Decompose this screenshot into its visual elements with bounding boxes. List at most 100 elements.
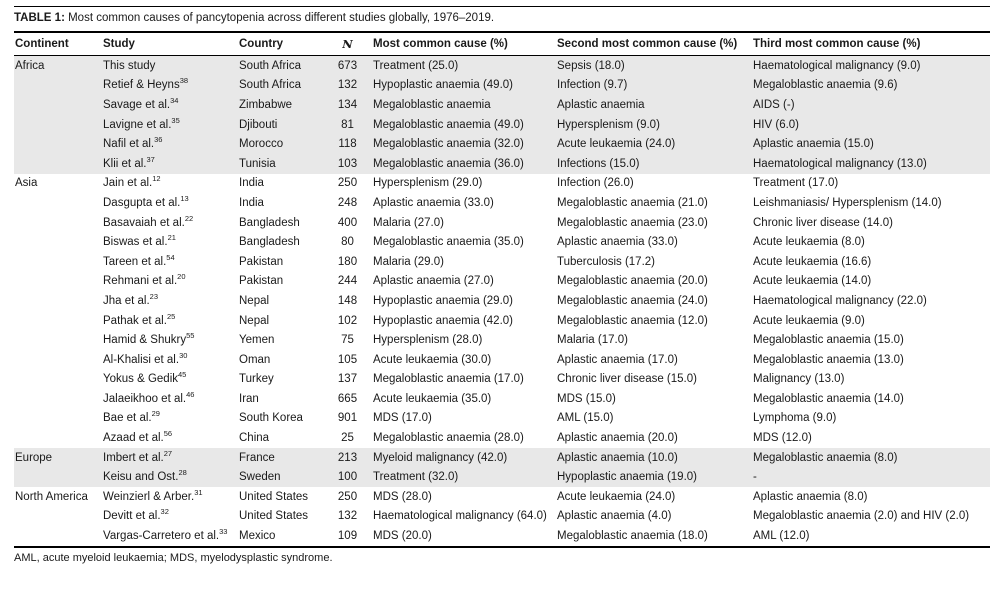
country-cell: Tunisia [239,157,276,170]
third-most-common-cause-cell: Megaloblastic anaemia (14.0) [753,392,904,405]
second-most-common-cause-cell: Aplastic anaemia (4.0) [557,510,672,523]
third-most-common-cause-cell: AIDS (-) [753,98,795,111]
most-common-cause-cell: Malaria (29.0) [373,255,444,268]
study-cell: Azaad et al.56 [103,429,173,445]
country-cell: Oman [239,353,271,366]
country-cell: Zimbabwe [239,98,293,111]
reference-superscript: 46 [186,390,195,400]
n-cell: 400 [337,216,358,229]
reference-superscript: 20 [177,272,186,282]
table-title-label: TABLE 1: [14,12,65,24]
second-most-common-cause-cell: Aplastic anaemia (17.0) [557,353,678,366]
table-row: Devitt et al.32 United States 132 Haematolo… [14,507,990,527]
third-most-common-cause-cell: Haematological malignancy (22.0) [753,294,927,307]
most-common-cause-cell: Hypoplastic anaemia (42.0) [373,314,513,327]
third-most-common-cause-cell: Megaloblastic anaemia (9.6) [753,79,898,92]
third-most-common-cause-cell: Lymphoma (9.0) [753,412,837,425]
column-header-most-common-cause: Most common cause (%) [372,32,556,56]
study-cell: Biswas et al.21 [103,233,176,249]
study-cell: Pathak et al.25 [103,311,176,327]
n-cell: 244 [337,275,358,288]
table-row: Retief & Heyns38 South Africa 132 Hypoplast… [14,75,990,96]
n-cell: 100 [337,471,358,484]
second-most-common-cause-cell: Sepsis (18.0) [557,59,625,72]
second-most-common-cause-cell: Tuberculosis (17.2) [557,255,656,268]
country-cell: Nepal [239,294,270,307]
table-row: Asia Jain et al.12 India 250 Hypersplenism (… [14,174,990,194]
n-cell: 213 [337,451,358,464]
column-header-n: N [332,32,372,56]
table-title: TABLE 1: Most common causes of pancytope… [14,6,990,31]
continent-cell: Asia [15,177,38,190]
most-common-cause-cell: Myeloid malignancy (42.0) [373,451,508,464]
continent-cell [14,252,102,272]
n-cell: 134 [337,98,358,111]
continent-cell: Africa [15,59,45,72]
table-body: Africa This study South Africa 673 Treatment… [14,55,990,547]
table-row: Pathak et al.25 Nepal 102 Hypoplastic anaem… [14,311,990,331]
study-cell: Devitt et al.32 [103,507,169,523]
continent-cell [14,115,102,135]
n-cell: 901 [337,412,358,425]
column-header-study: Study [102,32,238,56]
study-cell: This study [103,59,156,72]
reference-superscript: 54 [166,252,175,262]
second-most-common-cause-cell: AML (15.0) [557,412,614,425]
most-common-cause-cell: Hypoplastic anaemia (49.0) [373,79,513,92]
table-row: Dasgupta et al.13 India 248 Aplastic anaemi… [14,193,990,213]
most-common-cause-cell: Treatment (32.0) [373,471,459,484]
n-cell: 81 [341,118,354,131]
most-common-cause-cell: Megaloblastic anaemia (36.0) [373,157,524,170]
reference-superscript: 45 [178,370,187,380]
most-common-cause-cell: Hypersplenism (29.0) [373,177,483,190]
most-common-cause-cell: Megaloblastic anaemia (28.0) [373,432,524,445]
second-most-common-cause-cell: Infection (26.0) [557,177,634,190]
second-most-common-cause-cell: Megaloblastic anaemia (20.0) [557,275,708,288]
reference-superscript: 38 [179,76,189,86]
table-row: Jha et al.23 Nepal 148 Hypoplastic anaemia … [14,291,990,311]
n-cell: 180 [337,255,358,268]
most-common-cause-cell: Megaloblastic anaemia (49.0) [373,118,524,131]
reference-superscript: 32 [160,507,169,517]
continent-cell [14,428,102,448]
study-cell: Dasgupta et al.13 [103,194,189,209]
second-most-common-cause-cell: Hypoplastic anaemia (19.0) [557,471,697,484]
reference-superscript: 36 [154,135,163,145]
continent-cell [14,291,102,311]
second-most-common-cause-cell: Megaloblastic anaemia (18.0) [557,530,708,543]
n-cell: 137 [337,373,358,386]
n-cell: 105 [337,353,358,366]
table-row: Jalaeikhoo et al.46 Iran 665 Acute leukaemi… [14,389,990,409]
most-common-cause-cell: Megaloblastic anaemia [373,98,491,111]
column-header-second-most-common-cause: Second most common cause (%) [556,32,752,56]
study-cell: Klii et al.37 [103,154,155,170]
third-most-common-cause-cell: Chronic liver disease (14.0) [753,216,893,229]
table-header: Continent Study Country N Most common cause … [14,32,990,56]
table-row: Tareen et al.54 Pakistan 180 Malaria (29.0)… [14,252,990,272]
table-row: Lavigne et al.35 Djibouti 81 Megaloblastic … [14,114,990,135]
continent-cell [14,526,102,547]
study-cell: Keisu and Ost.28 [103,468,187,484]
third-most-common-cause-cell: Haematological malignancy (9.0) [753,59,921,72]
continent-cell [14,76,102,96]
third-most-common-cause-cell: Malignancy (13.0) [753,373,845,386]
continent-cell [14,507,102,527]
second-most-common-cause-cell: Infection (9.7) [557,79,628,92]
reference-superscript: 12 [152,174,161,184]
page: TABLE 1: Most common causes of pancytope… [14,6,990,564]
most-common-cause-cell: MDS (20.0) [373,530,432,543]
country-cell: India [239,196,264,209]
continent-cell [14,272,102,292]
reference-superscript: 37 [146,154,155,164]
second-most-common-cause-cell: Infections (15.0) [557,157,640,170]
study-cell: Nafil et al.36 [103,135,163,151]
most-common-cause-cell: Aplastic anaemia (33.0) [373,196,494,209]
continent-cell: Europe [15,451,53,464]
third-most-common-cause-cell: Megaloblastic anaemia (15.0) [753,334,904,347]
continent-cell [14,370,102,390]
reference-superscript: 30 [179,350,188,360]
second-most-common-cause-cell: Megaloblastic anaemia (24.0) [557,294,708,307]
second-most-common-cause-cell: Chronic liver disease (15.0) [557,373,697,386]
n-cell: 75 [341,334,354,347]
most-common-cause-cell: Malaria (27.0) [373,216,444,229]
